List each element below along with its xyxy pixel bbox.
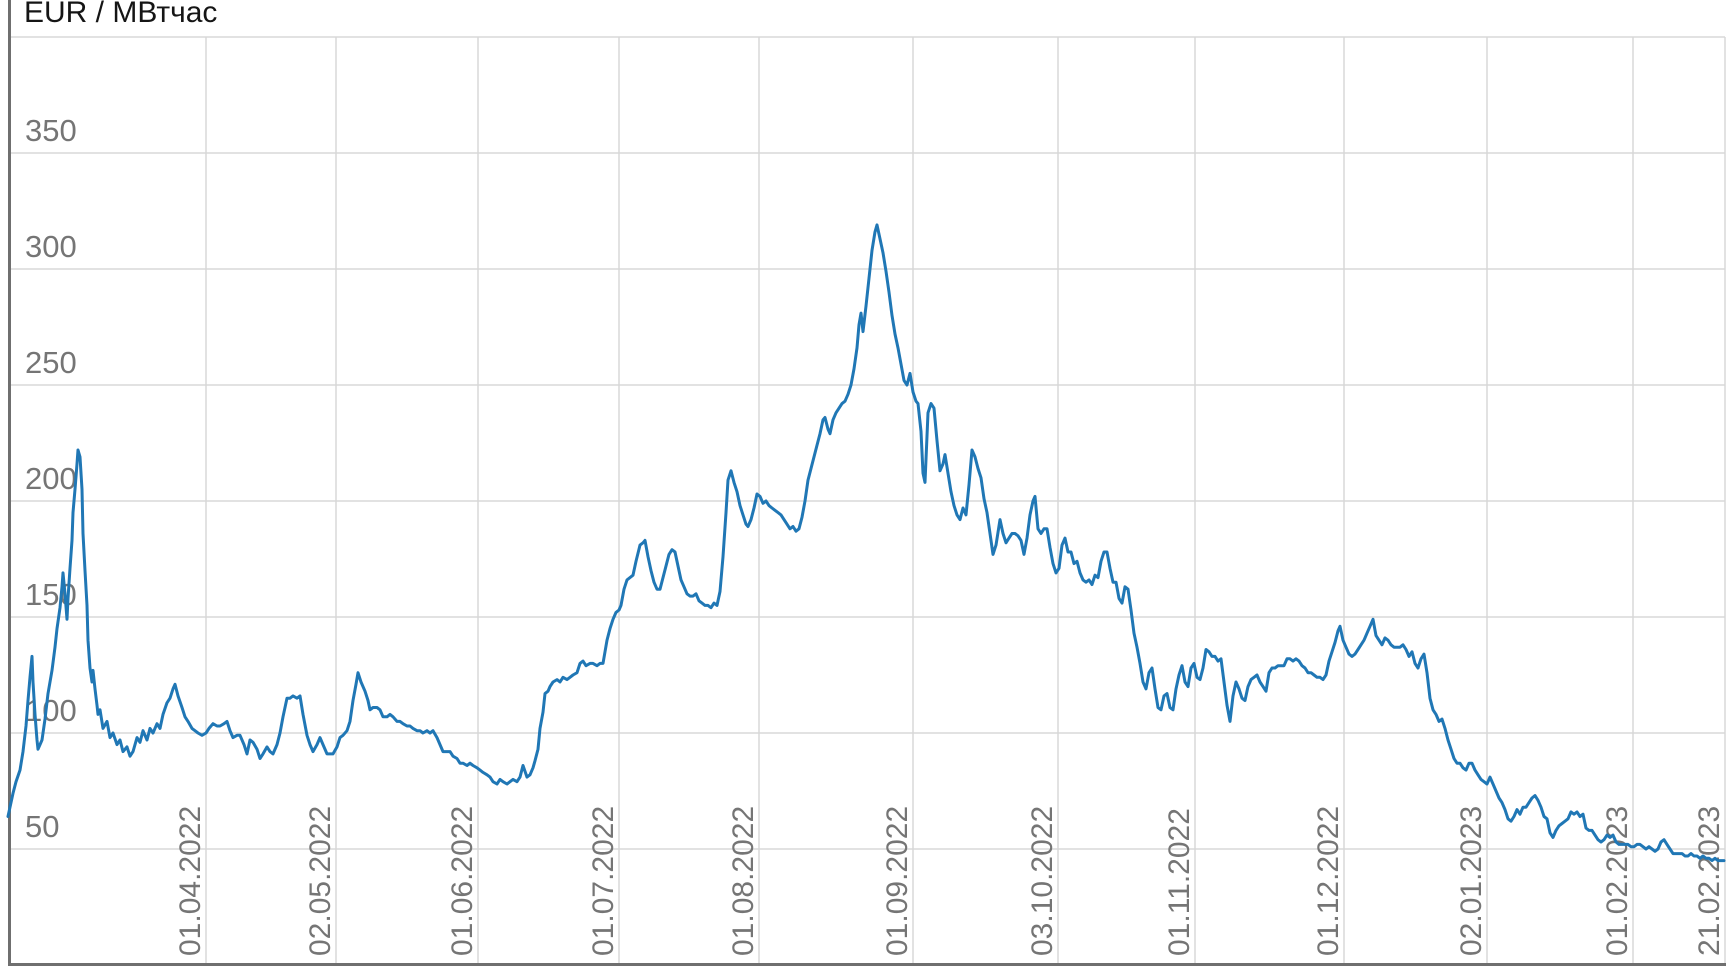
y-axis-tick-label: 50 — [25, 809, 59, 844]
y-axis-tick-label: 250 — [25, 345, 77, 380]
x-axis-tick-label: 01.04.2022 — [174, 806, 207, 956]
x-axis-tick-label: 03.10.2022 — [1026, 806, 1059, 956]
y-axis-tick-label: 350 — [25, 113, 77, 148]
x-axis-tick-label: 01.07.2022 — [587, 806, 620, 956]
x-axis-tick-label: 01.08.2022 — [727, 806, 760, 956]
x-axis-tick-label: 01.09.2022 — [881, 806, 914, 956]
x-axis-tick-label: 01.11.2022 — [1163, 808, 1196, 956]
x-axis-tick-label: 21.02.2023 — [1693, 806, 1726, 956]
x-axis-tick-label: 01.06.2022 — [446, 806, 479, 956]
x-axis-tick-label: 02.01.2023 — [1455, 806, 1488, 956]
x-axis-tick-label: 01.02.2023 — [1601, 806, 1634, 956]
y-axis-tick-label: 200 — [25, 461, 77, 496]
x-axis-tick-label: 02.05.2022 — [304, 806, 337, 956]
price-line — [6, 223, 1726, 863]
y-axis-tick-label: 300 — [25, 229, 77, 264]
x-axis-tick-label: 01.12.2022 — [1312, 806, 1345, 956]
chart-title: EUR / МВтчас — [24, 0, 218, 29]
